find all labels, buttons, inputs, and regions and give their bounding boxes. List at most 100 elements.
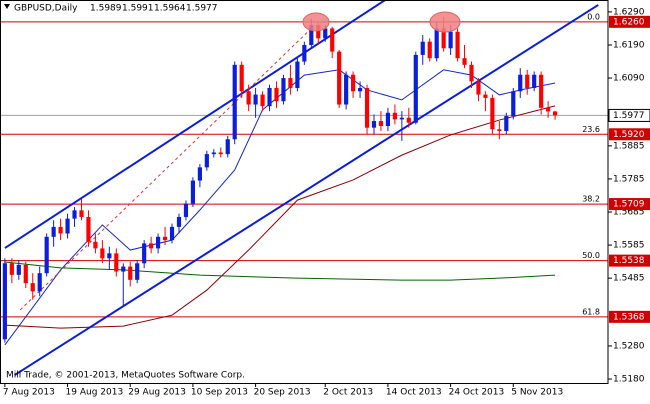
candle-body xyxy=(128,267,132,280)
candle-body xyxy=(539,75,543,108)
price-tag-label: 1.6260 xyxy=(613,17,645,27)
candle-body xyxy=(504,116,508,131)
candle-body xyxy=(511,91,515,116)
candle-body xyxy=(421,42,425,55)
y-tick-label: 1.5885 xyxy=(613,141,645,151)
candle-body xyxy=(330,28,334,51)
header-open: 1.5989 xyxy=(90,4,122,14)
candle-body xyxy=(135,263,139,280)
header-close: 1.5977 xyxy=(186,4,218,14)
candle-body xyxy=(518,75,522,92)
candle-body xyxy=(100,248,104,258)
candle-body xyxy=(281,78,285,101)
x-tick-label: 29 Aug 2013 xyxy=(128,388,186,398)
candle-body xyxy=(121,267,125,272)
candle-body xyxy=(107,253,111,258)
candle-body xyxy=(428,42,432,59)
candle-body xyxy=(38,273,42,291)
candle-body xyxy=(142,243,146,263)
candle-body xyxy=(226,139,230,154)
symbol: GBPUSD,Daily xyxy=(14,4,78,14)
candle-body xyxy=(351,75,355,92)
candle-body xyxy=(86,217,90,242)
x-tick-label: 14 Oct 2013 xyxy=(386,388,442,398)
y-tick-label: 1.6090 xyxy=(613,74,645,84)
header-low: 1.5964 xyxy=(154,4,186,14)
highlight-ellipse xyxy=(430,12,460,32)
candle-body xyxy=(59,227,63,234)
footer: Mill Trade, © 2001-2013, MetaQuotes Soft… xyxy=(6,371,245,381)
candle-body xyxy=(10,263,14,275)
candle-body xyxy=(254,95,258,105)
candle-body xyxy=(219,152,223,154)
candle-body xyxy=(205,154,209,167)
fib-label: 61.8 xyxy=(582,307,600,316)
candle-body xyxy=(469,65,473,82)
candle-body xyxy=(52,227,56,237)
x-tick-label: 2 Oct 2013 xyxy=(323,388,373,398)
candle-body xyxy=(163,237,167,240)
last-price-label: 1.5977 xyxy=(613,111,645,121)
candle-body xyxy=(462,58,466,65)
candle-body xyxy=(365,88,369,128)
y-tick-label: 1.5180 xyxy=(613,375,645,385)
candle-body xyxy=(233,65,237,139)
candle-body xyxy=(532,75,536,88)
candle-body xyxy=(393,113,397,120)
fib-label: 23.6 xyxy=(582,125,600,134)
candle-body xyxy=(45,237,49,273)
candle-body xyxy=(156,237,160,249)
candle-body xyxy=(400,118,404,120)
candle-body xyxy=(17,265,21,275)
candle-body xyxy=(184,204,188,217)
candle-body xyxy=(295,62,299,88)
candle-body xyxy=(267,88,271,106)
candle-body xyxy=(212,152,216,154)
candle-body xyxy=(247,91,251,104)
price-tag-label: 1.5920 xyxy=(613,130,645,140)
header: GBPUSD,Daily 1.5989 1.5991 1.5964 1.5977 xyxy=(4,4,218,14)
candle-body xyxy=(288,78,292,88)
candle-body xyxy=(302,45,306,62)
candle-body xyxy=(198,167,202,180)
x-tick-label: 10 Sep 2013 xyxy=(191,388,248,398)
candle-body xyxy=(483,95,487,98)
x-tick-label: 5 Nov 2013 xyxy=(511,388,563,398)
x-tick-label: 7 Aug 2013 xyxy=(3,388,55,398)
x-tick-label: 19 Aug 2013 xyxy=(66,388,124,398)
candle-body xyxy=(358,88,362,91)
candle-body xyxy=(240,65,244,91)
price-tag-label: 1.5709 xyxy=(613,200,645,210)
candle-body xyxy=(414,55,418,123)
candle-body xyxy=(79,210,83,217)
candle-body xyxy=(149,243,153,248)
y-tick-label: 1.6190 xyxy=(613,40,645,50)
candle-body xyxy=(72,210,76,218)
candle-body xyxy=(274,88,278,101)
candle-body xyxy=(31,283,35,291)
candle-body xyxy=(546,108,550,112)
candle-body xyxy=(407,118,411,123)
price-tag-label: 1.5538 xyxy=(613,256,645,266)
fib-label: 50.0 xyxy=(582,251,600,260)
fib-label: 38.2 xyxy=(582,195,600,204)
candle-body xyxy=(24,265,28,283)
candle-body xyxy=(344,75,348,105)
candle-body xyxy=(553,111,557,115)
y-tick-label: 1.5785 xyxy=(613,174,645,184)
x-tick-label: 24 Oct 2013 xyxy=(449,388,505,398)
y-tick-label: 1.5485 xyxy=(613,274,645,284)
candle-body xyxy=(455,32,459,58)
highlight-ellipse xyxy=(303,13,329,31)
candle-body xyxy=(65,219,69,234)
x-tick-label: 20 Sep 2013 xyxy=(254,388,311,398)
candle-body xyxy=(379,121,383,126)
price-tag-label: 1.5368 xyxy=(613,312,645,322)
candle-body xyxy=(170,227,174,240)
y-tick-label: 1.5585 xyxy=(613,241,645,251)
candle-body xyxy=(525,75,529,88)
candle-body xyxy=(435,28,439,58)
